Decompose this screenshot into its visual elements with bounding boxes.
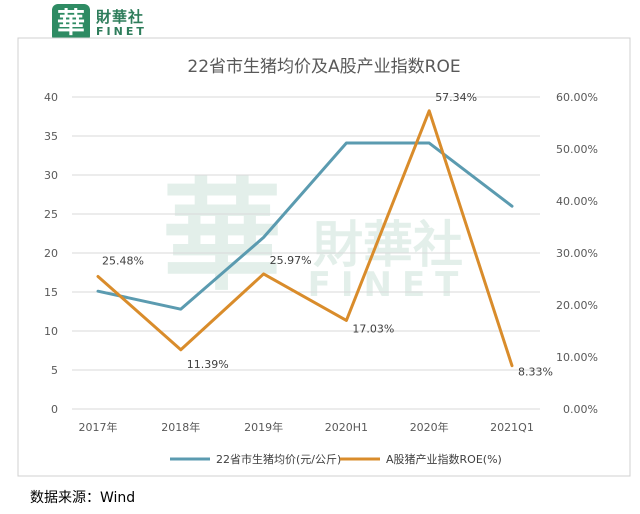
series-line-2	[96, 109, 514, 368]
data-label: 25.48%	[102, 255, 144, 268]
y-right-tick-label: 50.00%	[556, 143, 598, 156]
legend: 22省市生猪均价(元/公斤) A股猪产业指数ROE(%)	[170, 452, 502, 466]
y-axis-right: 0.00% 10.00% 20.00% 30.00% 40.00% 50.00% 60.00…	[556, 91, 598, 416]
y-left-tick-label: 5	[51, 364, 58, 377]
y-right-tick-label: 40.00%	[556, 195, 598, 208]
y-left-tick-label: 40	[44, 91, 58, 104]
x-tick-label: 2017年	[79, 420, 118, 434]
watermark-name-cn: 財華社	[313, 216, 463, 274]
y-left-tick-label: 0	[51, 403, 58, 416]
data-label: 8.33%	[518, 366, 553, 379]
x-tick-label: 2021Q1	[490, 421, 534, 434]
x-tick-label: 2020年	[410, 420, 449, 434]
series-layer	[96, 109, 514, 368]
y-left-tick-label: 15	[44, 286, 58, 299]
logo-mark-icon: 華	[52, 4, 90, 42]
gridlines	[72, 96, 540, 410]
y-left-tick-label: 25	[44, 208, 58, 221]
data-labels: 25.48% 11.39% 25.97% 17.03% 57.34% 8.33%	[102, 91, 553, 379]
chart-frame	[17, 37, 631, 477]
watermark-mark: 華	[162, 166, 282, 307]
y-right-tick-label: 60.00%	[556, 91, 598, 104]
y-right-tick-label: 30.00%	[556, 247, 598, 260]
data-label: 17.03%	[352, 322, 394, 335]
y-right-tick-label: 20.00%	[556, 299, 598, 312]
data-label: 57.34%	[435, 91, 477, 104]
y-left-tick-label: 35	[44, 130, 58, 143]
y-right-tick-label: 0.00%	[563, 403, 598, 416]
y-left-tick-label: 20	[44, 247, 58, 260]
line-chart: 華 財華社 FINET 22省市生猪均价及A股产业指数ROE 051015202…	[17, 37, 631, 477]
data-label: 11.39%	[187, 358, 229, 371]
data-label: 25.97%	[270, 254, 312, 267]
logo-name-en: FINET	[96, 25, 147, 38]
finet-logo: 華 財華社 FINET	[52, 4, 172, 46]
watermark-name-en: FINET	[308, 265, 469, 305]
y-axis-left: 0 5 10 15 20 25 30 35 40	[44, 91, 58, 416]
x-tick-label: 2020H1	[325, 421, 368, 434]
chart-title: 22省市生猪均价及A股产业指数ROE	[187, 57, 460, 77]
legend-label-2: A股猪产业指数ROE(%)	[386, 452, 502, 466]
y-left-tick-label: 10	[44, 325, 58, 338]
logo-name-cn: 財華社	[96, 8, 145, 26]
x-axis: 2017年 2018年 2019年 2020H1 2020年 2021Q1	[79, 420, 534, 434]
x-tick-label: 2018年	[161, 420, 200, 434]
data-source-note: 数据来源：Wind	[30, 490, 136, 506]
x-tick-label: 2019年	[244, 420, 283, 434]
watermark: 華 財華社 FINET	[162, 166, 469, 307]
y-left-tick-label: 30	[44, 169, 58, 182]
legend-label-1: 22省市生猪均价(元/公斤)	[216, 452, 341, 466]
y-right-tick-label: 10.00%	[556, 351, 598, 364]
